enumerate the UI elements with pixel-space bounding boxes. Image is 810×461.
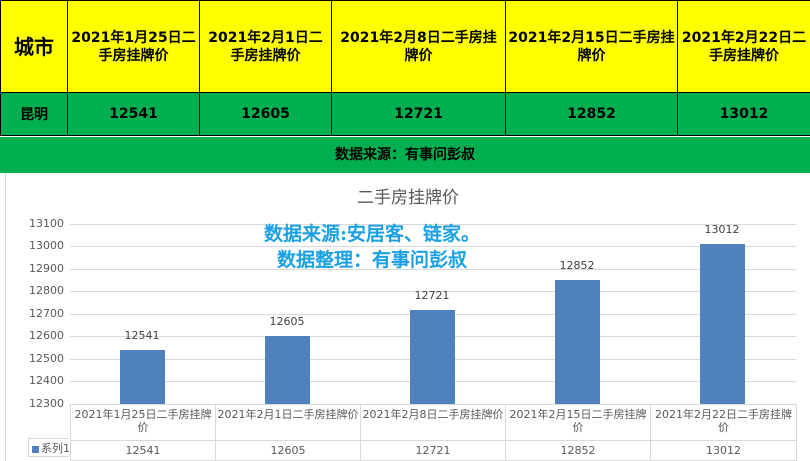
value-cell: 12605 xyxy=(199,92,332,136)
annotation-curator: 数据整理：有事问彭叔 xyxy=(276,249,467,271)
gridline xyxy=(70,246,796,247)
y-tick: 12300 xyxy=(29,397,64,410)
series-value: 12605 xyxy=(215,440,361,461)
header-date-5: 2021年2月22日二手房挂牌价 xyxy=(677,0,810,93)
header-date-1: 2021年1月25日二手房挂牌价 xyxy=(67,0,200,93)
watermark-annotation: 数据来源:安居客、链家。 数据整理：有事问彭叔 xyxy=(232,221,512,273)
y-tick: 12700 xyxy=(29,307,64,320)
bar-series1-1[interactable] xyxy=(120,350,165,404)
header-date-4: 2021年2月15日二手房挂牌价 xyxy=(505,0,678,93)
y-tick: 13000 xyxy=(29,239,64,252)
header-date-3: 2021年2月8日二手房挂牌价 xyxy=(331,0,506,93)
data-label: 12852 xyxy=(559,259,595,272)
value-cell: 12541 xyxy=(67,92,200,136)
y-tick: 13100 xyxy=(29,217,64,230)
category-row: 2021年1月25日二手房挂牌价 2021年2月1日二手房挂牌价 2021年2月… xyxy=(70,404,797,441)
series-value: 12721 xyxy=(360,440,506,461)
category-label: 2021年2月15日二手房挂牌价 xyxy=(505,404,651,441)
series-value: 12541 xyxy=(70,440,216,461)
y-tick: 12500 xyxy=(29,352,64,365)
header-city: 城市 xyxy=(0,0,68,93)
legend-entry[interactable]: 系列1 xyxy=(28,438,70,457)
value-cell: 12721 xyxy=(331,92,506,136)
category-label: 2021年1月25日二手房挂牌价 xyxy=(70,404,216,441)
chart-title: 二手房挂牌价 xyxy=(357,188,459,208)
chart-data-table: 2021年1月25日二手房挂牌价 2021年2月1日二手房挂牌价 2021年2月… xyxy=(70,404,797,461)
bar-chart[interactable]: 二手房挂牌价 13100 13000 12900 12800 12700 126… xyxy=(6,173,810,461)
gridline xyxy=(70,269,796,270)
series-value-row: 12541 12605 12721 12852 13012 xyxy=(70,440,797,461)
table-header-row: 城市 2021年1月25日二手房挂牌价 2021年2月1日二手房挂牌价 2021… xyxy=(0,0,810,93)
city-cell: 昆明 xyxy=(0,92,68,136)
table-row: 昆明 12541 12605 12721 12852 13012 xyxy=(0,92,810,136)
data-label: 13012 xyxy=(704,223,740,236)
category-label: 2021年2月22日二手房挂牌价 xyxy=(650,404,797,441)
bar-series1-3[interactable] xyxy=(410,310,455,404)
y-tick: 12600 xyxy=(29,329,64,342)
bar-series1-2[interactable] xyxy=(265,336,310,404)
header-date-2: 2021年2月1日二手房挂牌价 xyxy=(199,0,332,93)
gridline xyxy=(70,291,796,292)
category-label: 2021年2月1日二手房挂牌价 xyxy=(215,404,361,441)
bar-series1-4[interactable] xyxy=(555,280,600,404)
price-table: 城市 2021年1月25日二手房挂牌价 2021年2月1日二手房挂牌价 2021… xyxy=(0,0,810,136)
data-label: 12605 xyxy=(269,315,305,328)
y-tick: 12800 xyxy=(29,284,64,297)
bar-series1-5[interactable] xyxy=(700,244,745,404)
data-label: 12721 xyxy=(414,289,450,302)
category-label: 2021年2月8日二手房挂牌价 xyxy=(360,404,506,441)
value-cell: 12852 xyxy=(505,92,678,136)
y-tick: 12900 xyxy=(29,262,64,275)
legend-swatch-icon xyxy=(32,445,39,453)
series-value: 13012 xyxy=(650,440,797,461)
data-source-note: 数据来源：有事问彭叔 xyxy=(0,137,810,173)
legend-label: 系列1 xyxy=(41,442,70,455)
data-label: 12541 xyxy=(124,329,160,342)
annotation-source: 数据来源:安居客、链家。 xyxy=(263,223,480,245)
gridline xyxy=(70,224,796,225)
series-value: 12852 xyxy=(505,440,651,461)
y-tick: 12400 xyxy=(29,374,64,387)
value-cell: 13012 xyxy=(677,92,810,136)
sheet-gutter xyxy=(0,173,6,461)
